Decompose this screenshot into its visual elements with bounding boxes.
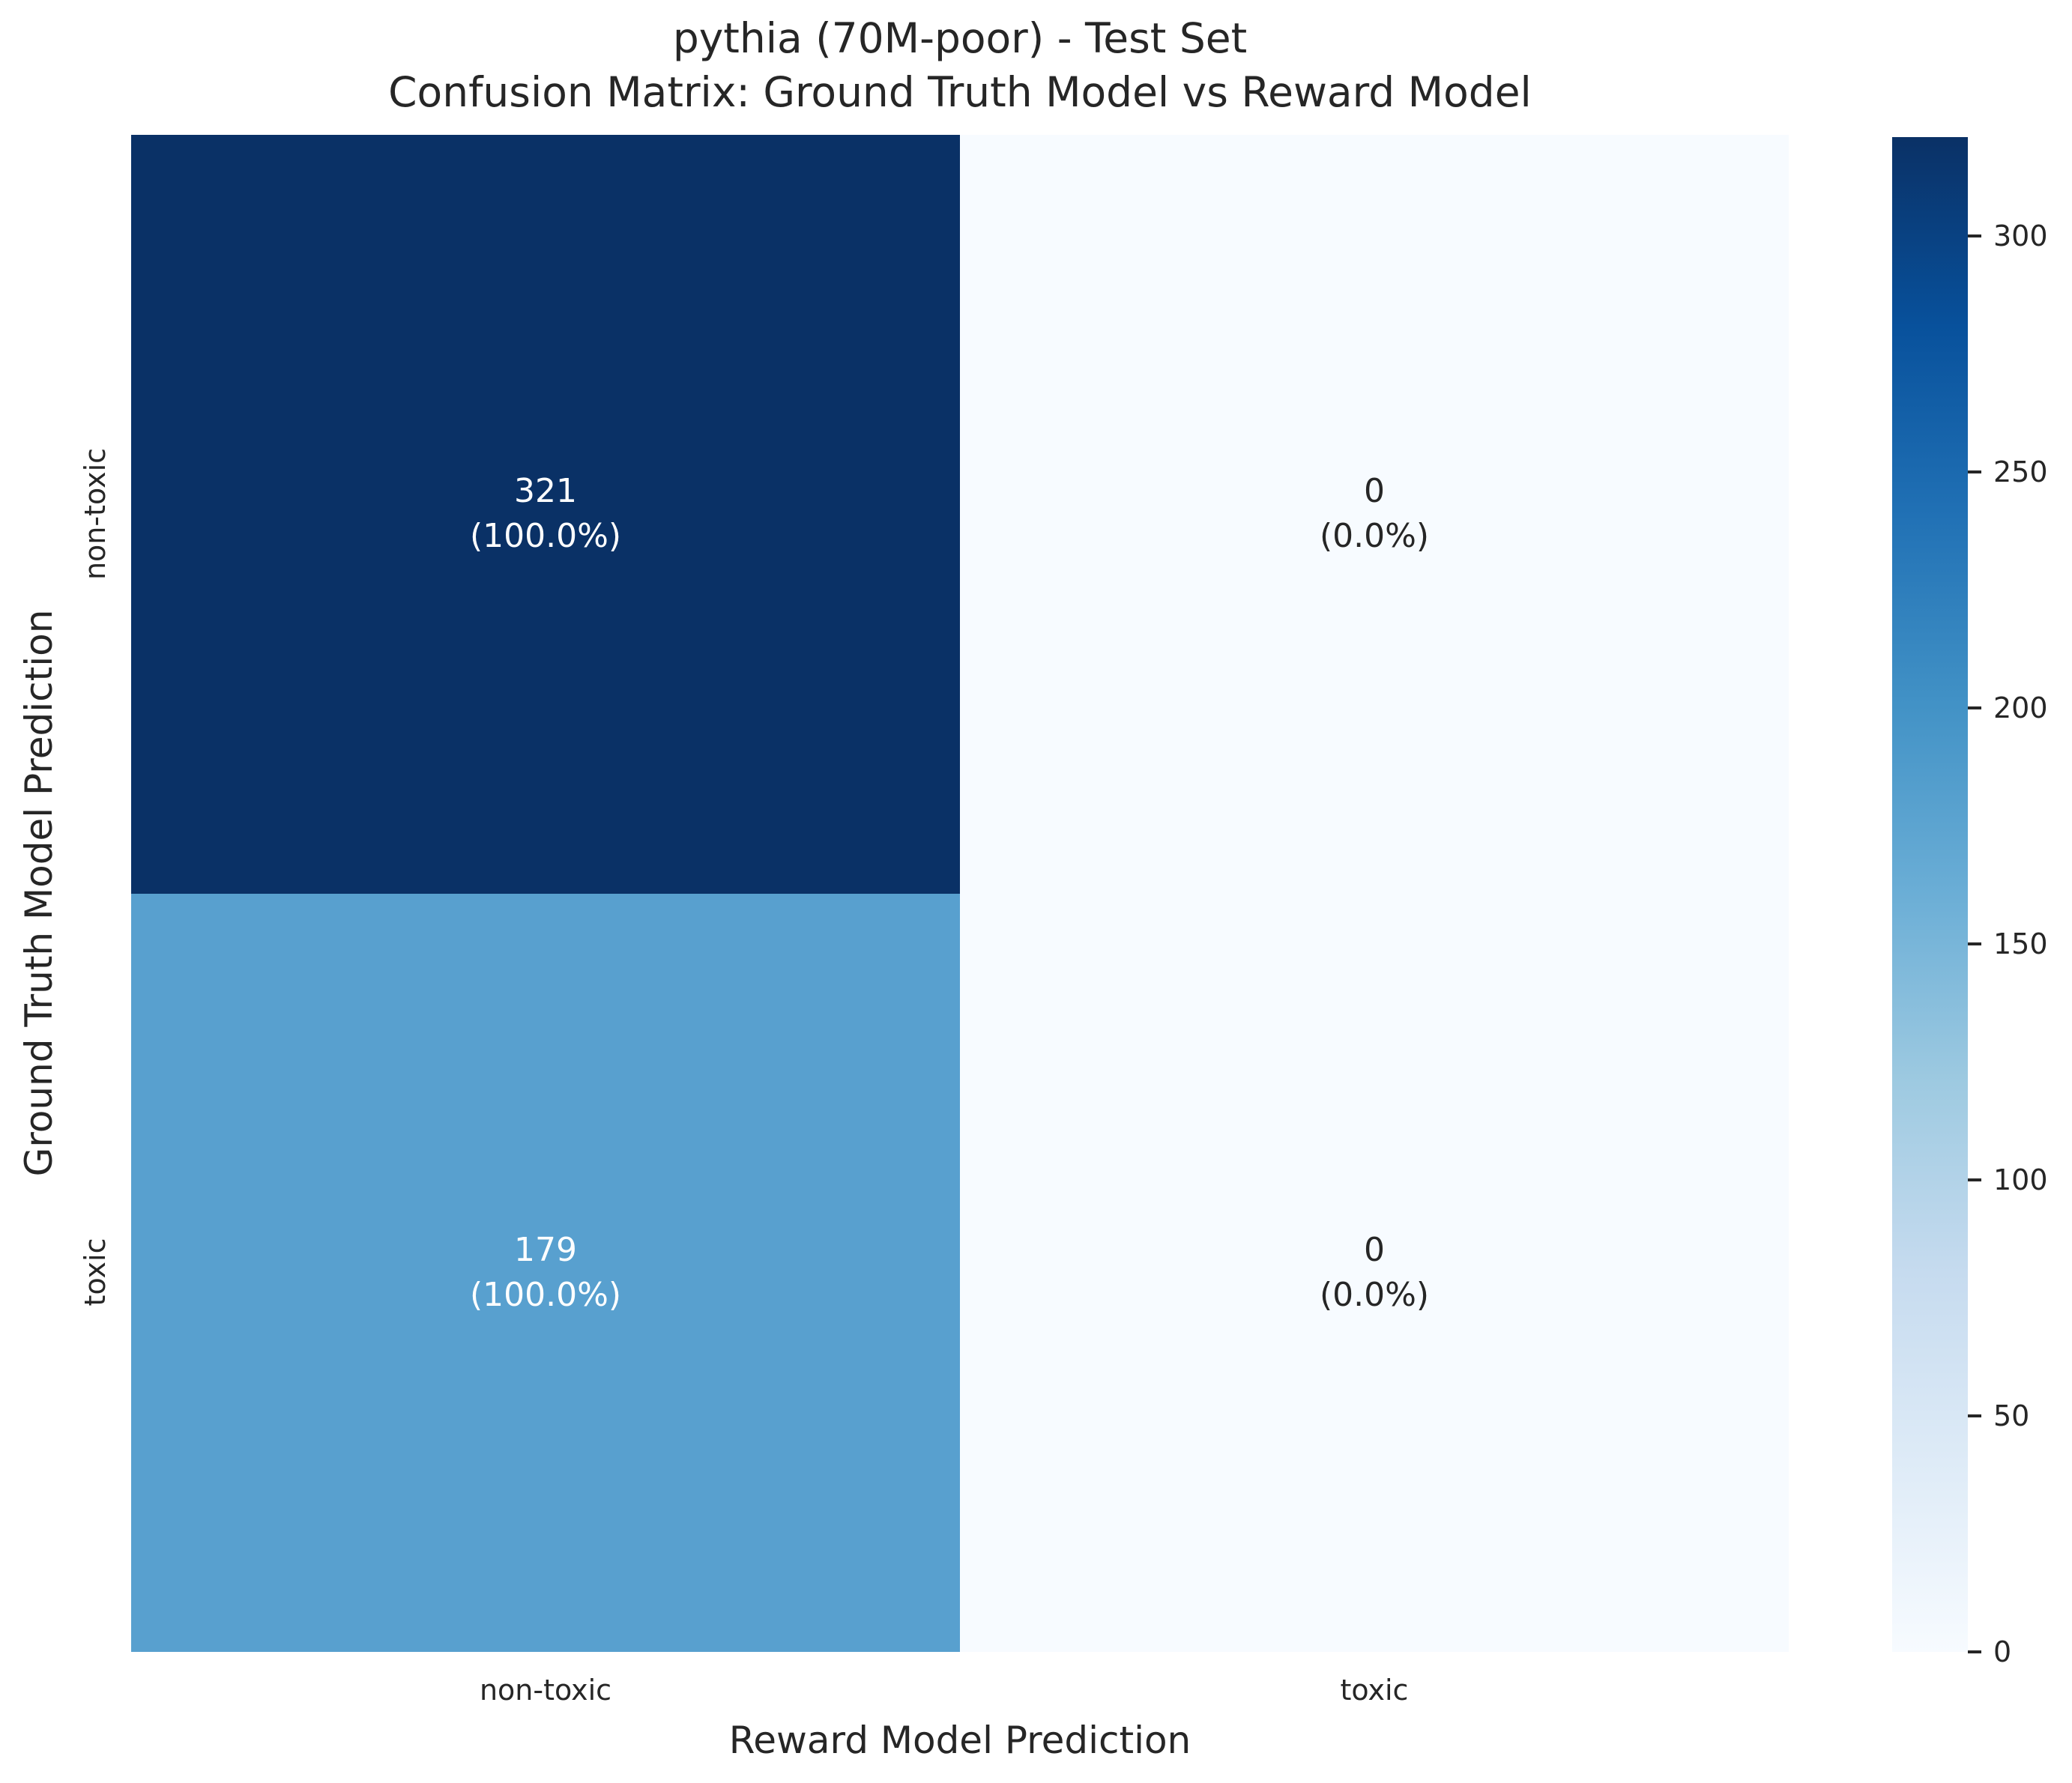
figure-title-line1: pythia (70M-poor) - Test Set <box>672 14 1248 62</box>
cell-percent: (100.0%) <box>469 1275 622 1314</box>
matrix-cell-nontoxic-nontoxic: 321 (100.0%) <box>131 135 960 894</box>
x-axis-title: Reward Model Prediction <box>728 1719 1191 1762</box>
y-tick-label-toxic: toxic <box>79 1238 112 1307</box>
colorbar-ticks: 0 50 100 150 200 250 300 <box>1892 137 2048 1666</box>
cell-percent: (0.0%) <box>1319 1275 1430 1314</box>
y-tick-label-nontoxic: non-toxic <box>79 447 112 581</box>
heatmap: 321 (100.0%) 0 (0.0%) 179 (100.0%) 0 (0.… <box>131 135 1789 1652</box>
matrix-cell-toxic-nontoxic: 179 (100.0%) <box>131 893 960 1652</box>
cell-count: 0 <box>1364 472 1385 511</box>
x-tick-label-nontoxic: non-toxic <box>479 1674 612 1707</box>
matrix-cell-nontoxic-toxic: 0 (0.0%) <box>960 135 1789 894</box>
figure-title-line2: Confusion Matrix: Ground Truth Model vs … <box>388 68 1532 116</box>
colorbar-tick-mark <box>1968 1178 1981 1182</box>
colorbar: 0 50 100 150 200 250 300 <box>1892 137 2048 1666</box>
cell-percent: (100.0%) <box>469 517 622 556</box>
x-tick-label-toxic: toxic <box>1340 1674 1409 1707</box>
colorbar-tick-mark <box>1968 1414 1981 1418</box>
colorbar-tick-mark <box>1968 942 1981 946</box>
cell-percent: (0.0%) <box>1319 517 1430 556</box>
cell-count: 179 <box>514 1230 577 1269</box>
colorbar-tick-mark <box>1968 1650 1981 1653</box>
matrix-cell-toxic-toxic: 0 (0.0%) <box>960 893 1789 1652</box>
y-axis-title: Ground Truth Model Prediction <box>17 609 61 1177</box>
cell-count: 321 <box>514 472 577 511</box>
colorbar-tick-mark <box>1968 706 1981 710</box>
colorbar-gradient <box>1892 137 1968 1652</box>
colorbar-tick-mark <box>1968 470 1981 474</box>
colorbar-tick-mark <box>1968 234 1981 238</box>
cell-count: 0 <box>1364 1230 1385 1269</box>
